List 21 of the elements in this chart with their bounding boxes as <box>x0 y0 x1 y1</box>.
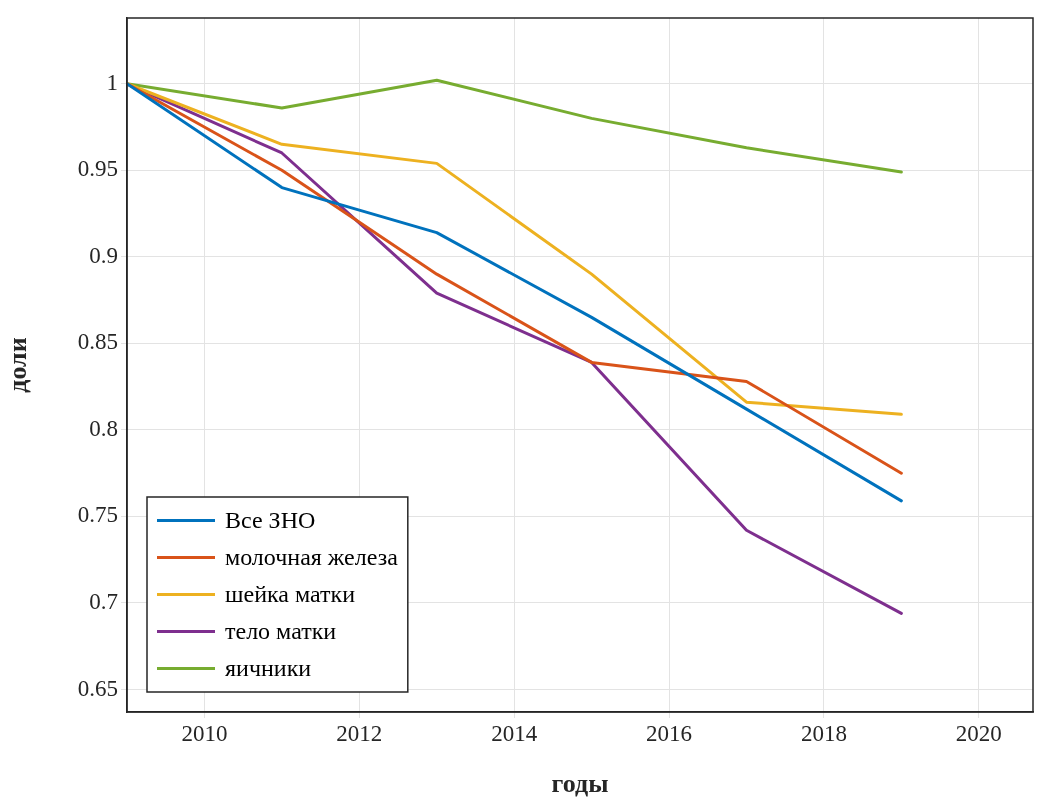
y-tick-label: 0.65 <box>77 675 118 701</box>
legend-label: яичники <box>225 654 312 681</box>
y-tick-label: 0.95 <box>77 156 118 182</box>
y-tick-label: 1 <box>106 69 118 95</box>
x-tick-label: 2014 <box>491 720 538 746</box>
legend-label: тело матки <box>225 617 337 644</box>
y-tick-label: 0.9 <box>89 242 118 268</box>
legend-label: молочная железа <box>225 543 399 570</box>
y-tick-label: 0.8 <box>89 415 118 441</box>
x-tick-label: 2010 <box>181 720 228 746</box>
x-tick-label: 2012 <box>336 720 383 746</box>
y-tick-label: 0.7 <box>89 589 118 615</box>
y-axis-title: доли <box>3 337 33 393</box>
x-tick-label: 2016 <box>646 720 693 746</box>
x-tick-label: 2020 <box>955 720 1002 746</box>
x-axis-title: годы <box>551 769 609 799</box>
y-tick-label: 0.75 <box>77 502 118 528</box>
legend-label: Все ЗНО <box>225 506 316 533</box>
y-tick-label: 0.85 <box>77 329 118 355</box>
legend-label: шейка матки <box>225 580 356 607</box>
x-tick-label: 2018 <box>800 720 847 746</box>
